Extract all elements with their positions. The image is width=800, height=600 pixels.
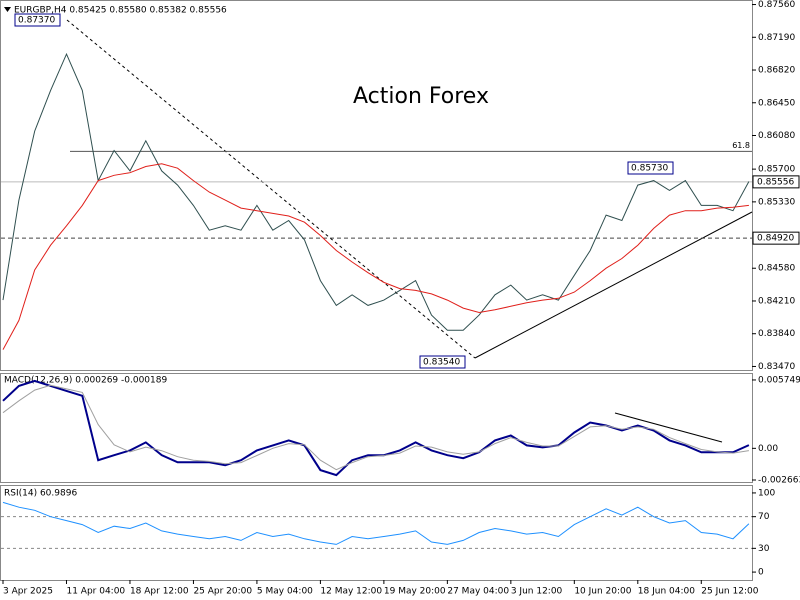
annotation: 0.87370 bbox=[18, 16, 55, 26]
annotation: 0.83540 bbox=[423, 358, 460, 368]
y-tick-label: 0.84210 bbox=[758, 296, 795, 306]
trendline bbox=[474, 211, 753, 359]
price-label: 0.84920 bbox=[757, 234, 794, 244]
level-label: 61.8 bbox=[732, 141, 750, 150]
y-tick-label: 0.85330 bbox=[758, 197, 795, 207]
y-tick-label: 0.00 bbox=[758, 444, 778, 454]
x-tick-label: 18 Jun 04:00 bbox=[638, 587, 695, 597]
annotation-box bbox=[419, 355, 466, 369]
series-line bbox=[2, 501, 750, 545]
x-tick-label: 19 May 20:00 bbox=[384, 587, 446, 597]
rsi-panel bbox=[0, 485, 753, 581]
series-line bbox=[2, 52, 750, 331]
macd-title: MACD(12,26,9) 0.000269 -0.000189 bbox=[4, 376, 167, 386]
y-tick-label: 0 bbox=[758, 568, 764, 578]
x-tick-label: 25 Jun 12:00 bbox=[701, 587, 758, 597]
x-tick-label: 11 Apr 04:00 bbox=[66, 587, 125, 597]
series-line bbox=[2, 163, 749, 350]
y-tick-label: 70 bbox=[758, 512, 770, 522]
chart-title: EURGBP,H4 0.85425 0.85580 0.85382 0.8555… bbox=[14, 6, 227, 16]
y-tick-label: 0.83470 bbox=[758, 362, 795, 372]
y-tick-label: 100 bbox=[758, 488, 775, 498]
rsi-title: RSI(14) 60.9896 bbox=[4, 489, 77, 499]
y-tick-label: 0.85700 bbox=[758, 165, 795, 175]
price-box bbox=[752, 175, 800, 189]
y-tick-label: 0.87190 bbox=[758, 33, 795, 43]
watermark: Action Forex bbox=[353, 84, 489, 109]
price-label: 0.85556 bbox=[757, 177, 794, 187]
y-tick-label: 0.84580 bbox=[758, 264, 795, 274]
y-tick-label: 0.83840 bbox=[758, 329, 795, 339]
x-tick-label: 10 Jun 20:00 bbox=[574, 587, 631, 597]
x-tick-label: 25 Apr 20:00 bbox=[193, 587, 252, 597]
annotation-box bbox=[14, 13, 61, 27]
price-box bbox=[752, 231, 800, 245]
y-tick-label: -0.002663 bbox=[758, 476, 800, 486]
y-tick-label: 0.86820 bbox=[758, 66, 795, 76]
series-line bbox=[2, 384, 749, 471]
x-tick-label: 3 Jun 12:00 bbox=[511, 587, 563, 597]
y-tick-label: 0.005749 bbox=[758, 375, 800, 385]
y-tick-label: 0.86080 bbox=[758, 131, 795, 141]
annotation-box bbox=[627, 161, 674, 175]
menu-arrow bbox=[4, 7, 11, 12]
y-tick-label: 30 bbox=[758, 544, 770, 554]
macd-panel bbox=[0, 373, 753, 483]
trendline bbox=[66, 19, 476, 359]
y-tick-label: 0.86450 bbox=[758, 98, 795, 108]
x-tick-label: 18 Apr 12:00 bbox=[130, 587, 189, 597]
x-tick-label: 12 May 12:00 bbox=[320, 587, 382, 597]
x-tick-label: 3 Apr 2025 bbox=[3, 587, 53, 597]
y-tick-label: 0.87560 bbox=[758, 0, 795, 10]
trendline bbox=[614, 412, 723, 443]
x-tick-label: 5 May 04:00 bbox=[257, 587, 313, 597]
annotation: 0.85730 bbox=[631, 164, 668, 174]
x-tick-label: 27 May 04:00 bbox=[447, 587, 509, 597]
